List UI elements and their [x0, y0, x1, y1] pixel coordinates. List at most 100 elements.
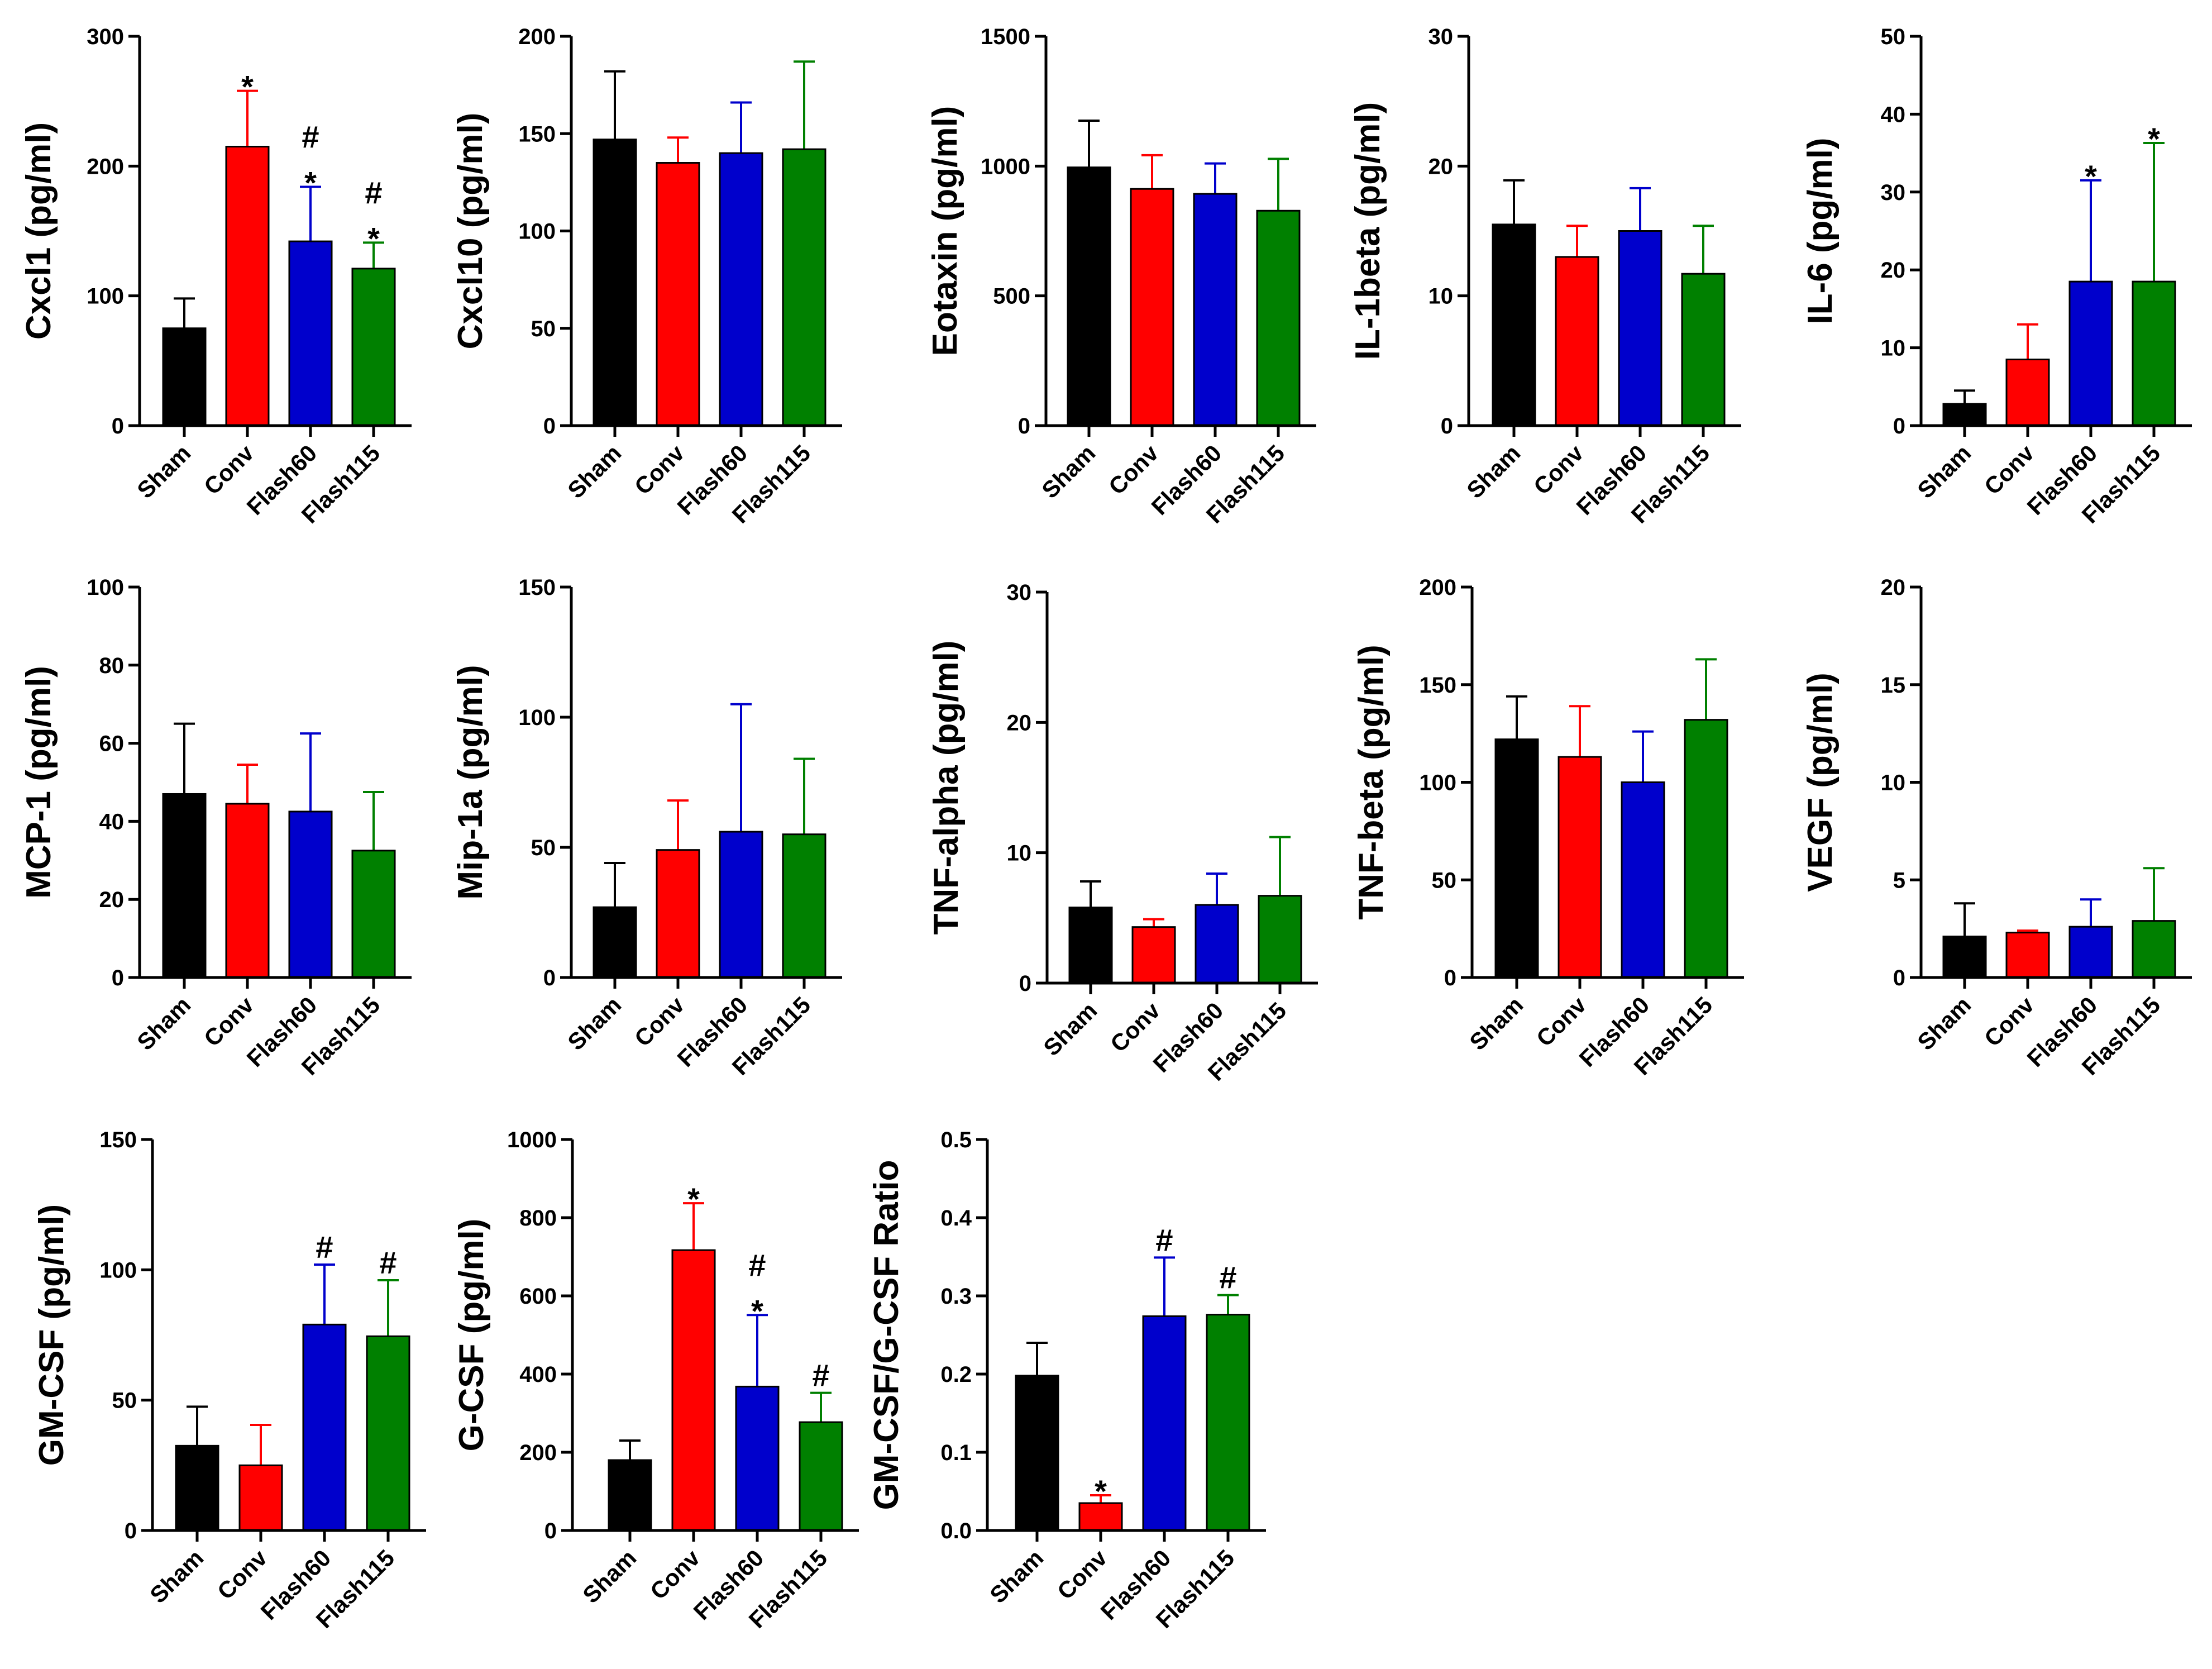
bar-flash60	[302, 1323, 347, 1532]
bar-conv	[2005, 359, 2050, 427]
bar-conv	[1558, 756, 1602, 979]
y-axis-label: GM-CSF (pg/ml)	[32, 1204, 71, 1466]
y-tick-label: 0.4	[940, 1206, 972, 1231]
bar-flash115	[1681, 273, 1726, 427]
y-tick-label: 0	[1444, 966, 1456, 990]
bar-conv	[671, 1249, 716, 1532]
significance-hash: #	[812, 1358, 829, 1393]
bar-flash60	[719, 152, 763, 427]
bar-flash60	[719, 831, 763, 979]
y-axis-label: VEGF (pg/ml)	[1801, 673, 1840, 892]
y-tick-label: 1000	[981, 154, 1030, 179]
significance-hash: #	[365, 175, 382, 210]
x-tick-label: Sham	[577, 1544, 641, 1608]
significance-hash: #	[316, 1229, 333, 1265]
y-tick-label: 100	[518, 705, 556, 730]
y-tick-label: 1000	[507, 1128, 557, 1152]
bar-conv	[225, 803, 270, 979]
y-tick-label: 1500	[981, 25, 1030, 49]
bar-sham	[1015, 1375, 1059, 1532]
x-tick-label: Sham	[1464, 991, 1528, 1055]
y-tick-label: 10	[1881, 336, 1906, 361]
y-axis-label: GM-CSF/G-CSF Ratio	[867, 1160, 906, 1510]
y-tick-label: 0	[1018, 414, 1030, 438]
y-tick-label: 100	[87, 575, 124, 600]
y-tick-label: 200	[518, 25, 556, 49]
y-tick-label: 0	[1441, 414, 1453, 438]
bar-conv	[225, 145, 270, 427]
y-tick-label: 0.5	[940, 1128, 972, 1152]
x-tick-label: Conv	[629, 991, 690, 1052]
y-axis-label: MCP-1 (pg/ml)	[20, 666, 58, 899]
bar-sham	[162, 793, 207, 979]
y-tick-label: 0.3	[940, 1284, 972, 1309]
y-tick-label: 0.1	[940, 1441, 972, 1465]
bar-flash115	[2132, 920, 2176, 979]
significance-star: *	[304, 165, 317, 201]
bar-flash60	[288, 240, 333, 427]
y-tick-label: 0	[543, 414, 556, 438]
significance-star: *	[1095, 1474, 1107, 1509]
y-tick-label: 5	[1893, 868, 1905, 893]
y-tick-label: 20	[99, 888, 125, 912]
y-tick-label: 20	[1007, 710, 1032, 735]
y-tick-label: 800	[519, 1206, 557, 1231]
bar-sham	[608, 1459, 652, 1532]
y-axis-label: IL-1beta (pg/ml)	[1349, 102, 1387, 360]
x-tick-label: Sham	[1461, 440, 1525, 503]
y-tick-label: 40	[99, 809, 125, 834]
y-tick-label: 0	[544, 1519, 557, 1543]
x-tick-label: Sham	[1036, 440, 1100, 503]
bar-flash115	[351, 850, 396, 979]
bar-flash115	[366, 1335, 410, 1532]
bar-sham	[162, 327, 207, 427]
x-tick-label: Sham	[985, 1544, 1048, 1608]
y-tick-label: 0.0	[940, 1519, 972, 1543]
significance-hash: #	[748, 1247, 766, 1282]
y-tick-label: 15	[1881, 673, 1906, 698]
y-tick-label: 150	[1419, 673, 1456, 698]
y-tick-label: 100	[87, 284, 124, 309]
bar-conv	[2005, 932, 2050, 979]
bar-conv	[238, 1464, 283, 1532]
y-axis-label: G-CSF (pg/ml)	[452, 1219, 491, 1452]
y-axis-label: Mip-1a (pg/ml)	[451, 665, 490, 899]
significance-hash: #	[1155, 1222, 1173, 1257]
bar-conv	[656, 849, 700, 979]
x-tick-label: Conv	[1979, 991, 2039, 1052]
y-tick-label: 50	[531, 836, 556, 860]
bar-flash115	[351, 268, 396, 427]
y-tick-label: 0.2	[940, 1362, 972, 1387]
x-tick-label: Sham	[1038, 997, 1102, 1061]
significance-star: *	[751, 1293, 763, 1328]
bar-flash115	[799, 1421, 843, 1532]
bar-flash115	[1256, 209, 1301, 427]
y-tick-label: 0	[1019, 971, 1031, 996]
bar-sham	[1494, 738, 1539, 979]
y-tick-label: 50	[1432, 868, 1457, 893]
y-tick-label: 150	[99, 1128, 137, 1152]
bar-conv	[1131, 926, 1176, 984]
x-tick-label: Conv	[645, 1544, 705, 1605]
y-tick-label: 0	[125, 1519, 137, 1543]
bar-sham	[593, 139, 637, 427]
y-tick-label: 200	[519, 1441, 557, 1465]
bar-conv	[656, 162, 700, 427]
significance-hash: #	[302, 120, 319, 155]
bar-sham	[175, 1444, 219, 1532]
y-tick-label: 40	[1881, 102, 1906, 127]
x-tick-label: Sham	[145, 1544, 208, 1608]
y-tick-label: 50	[1881, 25, 1906, 49]
bar-flash115	[782, 148, 826, 427]
bar-sham	[1942, 936, 1987, 979]
y-tick-label: 400	[519, 1362, 557, 1387]
y-tick-label: 0	[543, 966, 556, 990]
